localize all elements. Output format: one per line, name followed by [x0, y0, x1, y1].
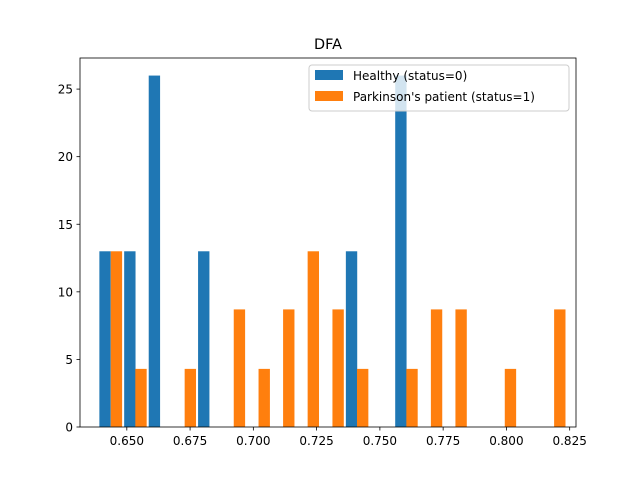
legend-box — [308, 64, 570, 112]
parkinsons-bar-8 — [356, 368, 369, 427]
parkinsons-bar-2 — [184, 368, 197, 427]
parkinsons-bar-12 — [504, 368, 517, 427]
x-tick-label: 0.650 — [110, 434, 144, 448]
parkinsons-bar-3 — [233, 309, 246, 427]
y-tick-label: 10 — [58, 285, 73, 299]
y-tick-label: 15 — [58, 218, 73, 232]
x-tick-label: 0.825 — [552, 434, 586, 448]
healthy-bar-1 — [124, 251, 136, 427]
parkinsons-bar-13 — [554, 309, 566, 427]
parkinsons-bar-9 — [406, 368, 418, 427]
bars-layer — [99, 75, 566, 428]
x-tick-label: 0.750 — [363, 434, 397, 448]
parkinsons-bar-6 — [307, 251, 320, 427]
axes-layer: 0.650 0.675 0.700 0.725 0.750 0.775 0.800 0.825… — [58, 57, 587, 448]
y-tick-label: 20 — [58, 150, 73, 164]
x-tick-label: 0.675 — [173, 434, 207, 448]
x-tick-label: 0.700 — [236, 434, 270, 448]
parkinsons-bar-4 — [258, 368, 270, 427]
healthy-bar-0 — [99, 251, 111, 427]
parkinsons-bar-5 — [283, 309, 295, 427]
parkinsons-bar-10 — [430, 309, 443, 427]
legend: Healthy (status=0) Parkinson's patient (s… — [308, 64, 570, 112]
legend-swatch — [315, 70, 343, 80]
legend-label: Parkinson's patient (status=1) — [353, 90, 535, 104]
parkinsons-bar-11 — [455, 309, 467, 427]
legend-swatch — [315, 91, 343, 101]
chart-title: DFA — [314, 37, 342, 53]
healthy-bar-4 — [345, 251, 358, 427]
healthy-bar-5 — [395, 75, 407, 428]
healthy-bar-3 — [198, 251, 210, 427]
y-tick-label: 5 — [65, 353, 73, 367]
y-tick-label: 0 — [65, 421, 73, 435]
plot-frame — [79, 57, 577, 428]
x-tick-label: 0.800 — [489, 434, 523, 448]
legend-label: Healthy (status=0) — [353, 69, 467, 83]
healthy-bar-2 — [148, 75, 161, 428]
parkinsons-bar-0 — [110, 251, 123, 427]
parkinsons-bar-1 — [135, 368, 147, 427]
x-tick-label: 0.775 — [426, 434, 460, 448]
x-tick-label: 0.725 — [299, 434, 333, 448]
y-tick-label: 25 — [58, 83, 73, 97]
parkinsons-bar-7 — [332, 309, 344, 427]
